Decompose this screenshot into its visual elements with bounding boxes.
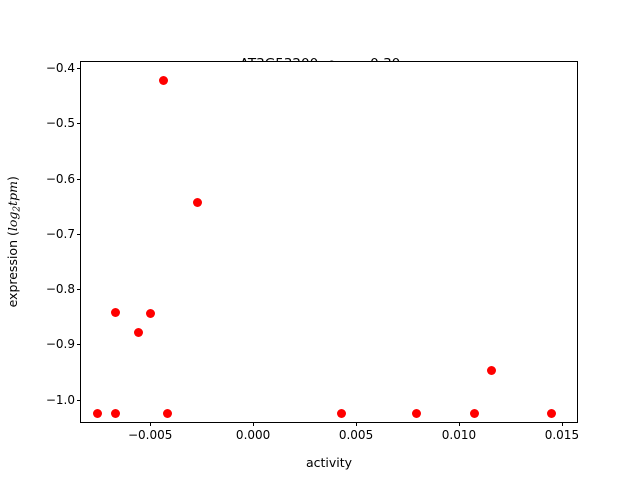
y-tick-mark bbox=[77, 178, 81, 180]
x-tick-label: 0.000 bbox=[235, 428, 271, 442]
y-axis-label-prefix: expression ( bbox=[5, 231, 21, 308]
y-axis-label-suffix: ) bbox=[5, 176, 21, 182]
y-tick-mark bbox=[77, 233, 81, 235]
y-tick-label: −0.9 bbox=[45, 337, 75, 352]
y-tick-label: −1.0 bbox=[45, 392, 75, 407]
y-axis-label-text: expression (log2tpm) bbox=[5, 176, 23, 307]
y-tick-mark bbox=[77, 123, 81, 125]
y-tick-label: −0.4 bbox=[45, 61, 75, 76]
y-axis-label-log: log bbox=[5, 211, 21, 232]
x-tick-mark bbox=[356, 422, 358, 426]
plot-area bbox=[81, 62, 577, 422]
x-tick-mark bbox=[253, 422, 255, 426]
x-tick-mark bbox=[150, 422, 152, 426]
data-point bbox=[336, 408, 346, 418]
y-tick-mark bbox=[77, 68, 81, 70]
data-point bbox=[133, 327, 143, 337]
plot-axes: −0.4 −0.5 −0.6 −0.7 −0.8 −0.9 −1.0 −0.005 0.000… bbox=[46, 61, 579, 442]
y-axis-label-subscript: 2 bbox=[12, 206, 23, 212]
data-point bbox=[547, 408, 557, 418]
data-point bbox=[110, 308, 120, 318]
y-axis-label-unit: tpm bbox=[5, 181, 21, 207]
y-tick-label: −0.7 bbox=[45, 226, 75, 241]
y-tick-label: −0.6 bbox=[45, 171, 75, 186]
data-point bbox=[162, 408, 172, 418]
data-point bbox=[487, 366, 497, 376]
y-tick-mark bbox=[77, 344, 81, 346]
y-tick-mark bbox=[77, 399, 81, 401]
x-axis-label: activity bbox=[305, 455, 353, 470]
data-point bbox=[192, 198, 202, 208]
data-point bbox=[145, 308, 155, 318]
data-point bbox=[469, 408, 479, 418]
y-axis-label: expression (log2tpm) bbox=[4, 61, 24, 423]
data-point bbox=[92, 408, 102, 418]
x-tick-label: −0.005 bbox=[127, 428, 173, 442]
y-tick-label: −0.5 bbox=[45, 116, 75, 131]
x-tick-mark bbox=[458, 422, 460, 426]
y-tick-label: −0.8 bbox=[45, 282, 75, 297]
x-tick-label: 0.015 bbox=[544, 428, 580, 442]
data-point bbox=[110, 408, 120, 418]
x-tick-label: 0.005 bbox=[338, 428, 374, 442]
y-tick-mark bbox=[77, 289, 81, 291]
x-tick-label: 0.010 bbox=[441, 428, 477, 442]
data-point bbox=[412, 408, 422, 418]
data-point bbox=[158, 76, 168, 86]
x-tick-mark bbox=[561, 422, 563, 426]
